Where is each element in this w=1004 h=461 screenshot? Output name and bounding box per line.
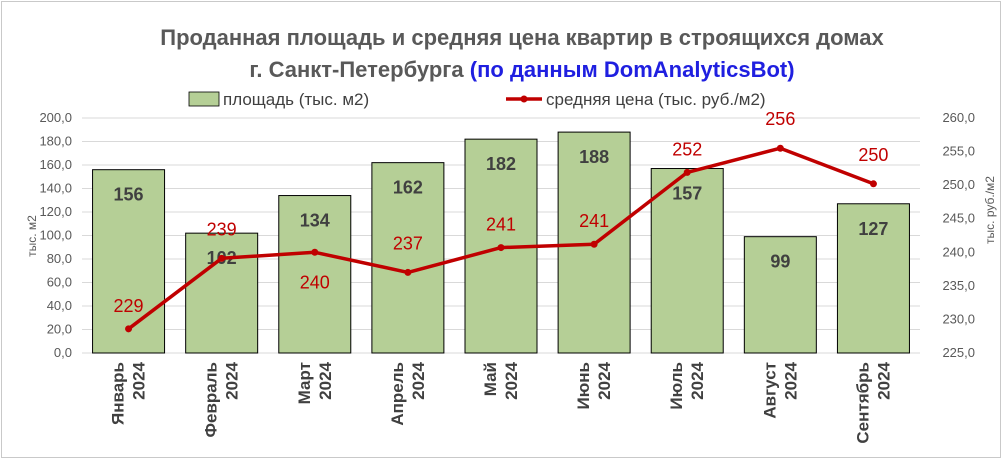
bar-series [92,131,910,354]
category-label: Февраль 2024 [202,361,242,437]
chart-title-line1: Проданная площадь и средняя цена квартир… [160,25,884,50]
category-label: Июнь 2024 [574,361,614,409]
category-month: Сентябрь [853,362,872,444]
category-year: 2024 [781,361,800,399]
y-left-tick-label: 100,0 [39,228,72,243]
y-left-tick-label: 0,0 [54,345,72,360]
y-right-tick-label: 225,0 [942,345,975,360]
bar-data-label: 99 [770,252,790,272]
category-year: 2024 [595,361,614,399]
line-point [590,240,598,248]
line-point [311,248,319,256]
category-year: 2024 [874,361,893,399]
chart-title-city: г. Санкт-Петербурга [249,57,469,82]
category-label: Март 2024 [295,361,335,404]
category-month: Июль [667,362,686,410]
legend-line-marker [520,95,528,103]
y-right-axis-title: тыс. руб./м2 [983,176,997,244]
line-data-label: 229 [114,296,144,316]
category-year: 2024 [316,361,335,399]
legend-bars-label: площадь (тыс. м2) [223,90,369,109]
legend-bars-swatch [188,91,220,107]
legend-line-label: средняя цена (тыс. руб./м2) [546,90,766,109]
y-left-tick-label: 80,0 [47,251,72,266]
category-label: Май 2024 [481,361,521,399]
y-right-tick-label: 260,0 [942,110,975,125]
y-right-tick-label: 255,0 [942,144,975,159]
line-data-label: 252 [672,139,702,159]
line-data-labels: 229 239 240 237 241 241 252 256 250 [114,109,889,316]
category-year: 2024 [130,361,149,399]
y-left-tick-label: 40,0 [47,298,72,313]
y-left-axis-title: тыс. м2 [25,215,39,257]
category-label: Сентябрь 2024 [853,361,893,443]
y-left-ticks: 0,0 20,0 40,0 60,0 80,0 100,0 120,0 140,0 160,0 1… [39,110,72,360]
category-label: Январь 2024 [109,361,149,425]
line-data-label: 241 [579,211,609,231]
bar [743,236,817,354]
line-data-label: 240 [300,272,330,292]
line-data-label: 241 [486,215,516,235]
line-data-label: 239 [207,219,237,239]
y-right-tick-label: 250,0 [942,177,975,192]
line-point [125,325,133,333]
y-left-tick-label: 180,0 [39,134,72,149]
line-point [869,180,877,188]
line-data-label: 256 [765,109,795,129]
bar-data-label: 188 [579,147,609,167]
category-month: Февраль [202,362,221,438]
bar-data-label: 157 [672,184,702,204]
line-point [497,244,505,252]
line-point [404,268,412,276]
bar [92,169,166,354]
chart-title-source: (по данным DomAnalyticsBot) [470,57,795,82]
y-left-tick-label: 120,0 [39,204,72,219]
y-left-tick-label: 60,0 [47,275,72,290]
y-right-tick-label: 230,0 [942,311,975,326]
bar [650,168,724,354]
y-right-ticks: 225,0 230,0 235,0 240,0 245,0 250,0 255,0 260,0 [942,110,975,360]
category-month: Апрель [388,362,407,426]
line-series [125,144,877,333]
line-point [776,144,784,152]
line-point [218,254,226,262]
bar-data-label: 156 [114,185,144,205]
y-right-tick-label: 235,0 [942,278,975,293]
y-left-tick-label: 20,0 [47,322,72,337]
category-month: Март [295,362,314,404]
y-left-tick-label: 200,0 [39,110,72,125]
category-year: 2024 [223,361,242,399]
y-left-tick-label: 160,0 [39,157,72,172]
category-year: 2024 [502,361,521,399]
y-left-tick-label: 140,0 [39,181,72,196]
bar-data-label: 182 [486,154,516,174]
category-month: Май [481,362,500,396]
category-year: 2024 [409,361,428,399]
category-label: Август 2024 [760,361,800,418]
chart-title-line2: г. Санкт-Петербурга (по данным DomAnalyt… [249,57,794,82]
category-year: 2024 [688,361,707,399]
bar [278,195,352,354]
y-right-tick-label: 245,0 [942,211,975,226]
bar [836,203,910,354]
line-data-label: 237 [393,233,423,253]
category-month: Август [760,362,779,419]
category-month: Июнь [574,362,593,409]
bar [185,232,259,354]
line-point [683,168,691,176]
bar-data-label: 127 [858,219,888,239]
bar [371,162,445,354]
bar-data-label: 134 [300,211,330,231]
category-label: Апрель 2024 [388,361,428,425]
bar-data-labels: 15610213416218218815799127 [114,147,889,272]
category-labels: Январь 2024 Февраль 2024 Март 2024 Апрель 2024 М… [109,361,894,443]
category-label: Июль 2024 [667,361,707,409]
line-data-label: 250 [858,145,888,165]
y-right-tick-label: 240,0 [942,244,975,259]
category-month: Январь [109,362,128,425]
bar-data-label: 162 [393,178,423,198]
